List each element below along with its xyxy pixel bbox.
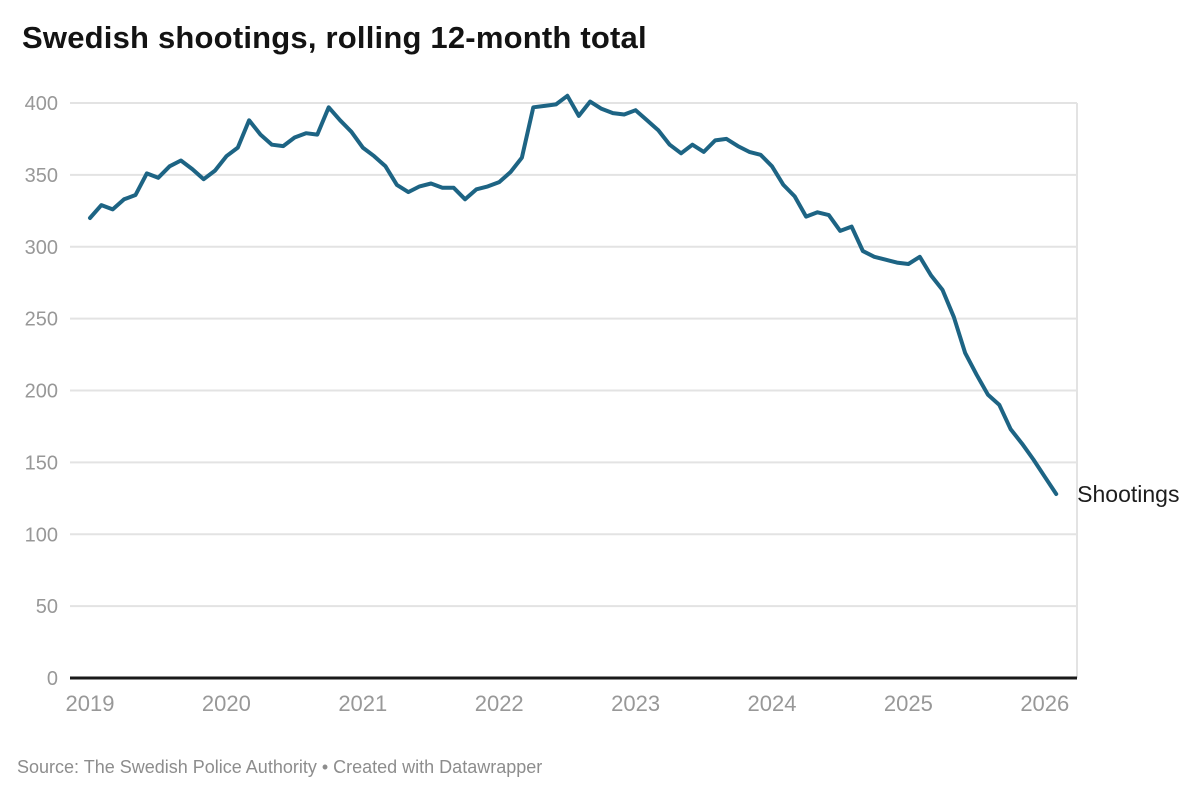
y-tick-label: 250: [25, 309, 58, 331]
x-tick-label-2026: 2026: [1020, 691, 1069, 716]
y-tick-label: 150: [25, 452, 58, 474]
y-tick-label: 400: [25, 93, 58, 115]
chart-title: Swedish shootings, rolling 12-month tota…: [22, 20, 647, 55]
y-tick-label: 200: [25, 381, 58, 403]
y-tick-label: 100: [25, 524, 58, 546]
source-attribution: Source: The Swedish Police Authority • C…: [17, 757, 543, 777]
y-tick-label: 350: [25, 165, 58, 187]
x-tick-label-2019: 2019: [66, 691, 115, 716]
series-layer: Shootings: [88, 93, 1179, 507]
x-tick-label-2024: 2024: [748, 691, 797, 716]
shootings-line: [88, 93, 1059, 496]
y-tick-label: 300: [25, 237, 58, 259]
y-tick-label: 50: [36, 596, 58, 618]
axis-labels-layer: 0 50 100 150 200 250 300 350 400 2019 2020 2021 2022…: [25, 93, 1070, 716]
y-tick-label: 0: [47, 668, 58, 690]
x-tick-label-2023: 2023: [611, 691, 660, 716]
gridlines-layer: [70, 102, 1078, 678]
x-tick-label-2020: 2020: [202, 691, 251, 716]
x-tick-label-2022: 2022: [475, 691, 524, 716]
x-tick-label-2025: 2025: [884, 691, 933, 716]
x-tick-label-2021: 2021: [338, 691, 387, 716]
series-label-shootings: Shootings: [1077, 481, 1179, 507]
